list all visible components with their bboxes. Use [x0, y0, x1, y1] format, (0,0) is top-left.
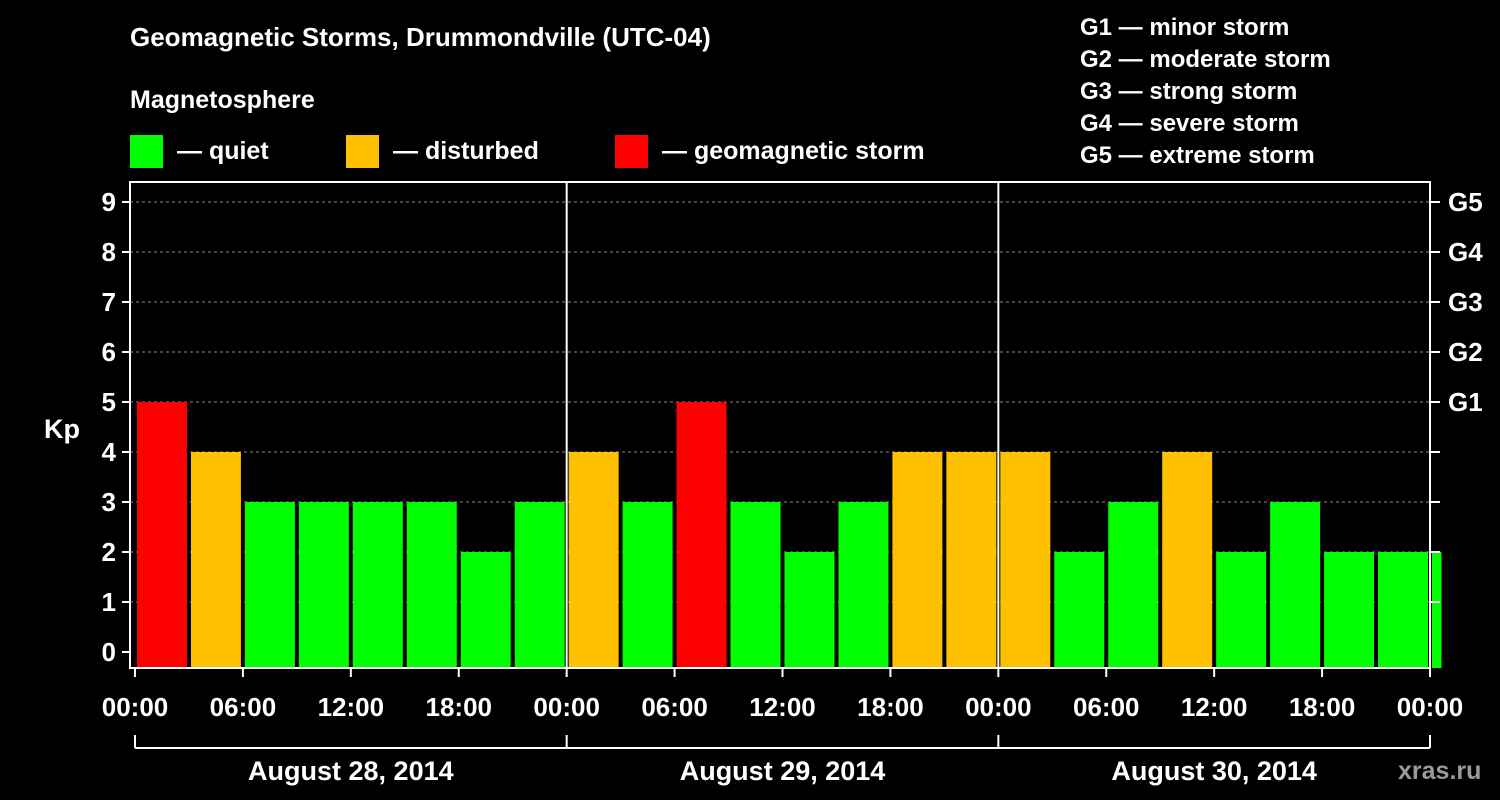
x-tick-label-7: 18:00 [857, 692, 924, 722]
x-tick-label-6: 12:00 [749, 692, 816, 722]
kp-bar-24 [1432, 552, 1442, 668]
legend-item-disturbed: — disturbed [346, 134, 539, 168]
y-tick-label-2: 2 [102, 537, 116, 567]
legend-item-quiet: — quiet [130, 134, 269, 168]
kp-bar-1 [190, 452, 241, 668]
kp-bar-2 [244, 502, 295, 668]
x-tick-label-10: 12:00 [1181, 692, 1248, 722]
y-axis-label: Kp [44, 414, 80, 444]
scale-g1: G1 — minor storm [1080, 14, 1290, 41]
y-tick-label-5: 5 [102, 387, 116, 417]
storm-level-label-g5: G5 [1448, 187, 1483, 217]
legend-title: Magnetosphere [130, 86, 315, 114]
x-tick-label-1: 06:00 [210, 692, 277, 722]
y-tick-label-0: 0 [102, 637, 116, 667]
legend-swatch-disturbed [346, 134, 379, 168]
x-tick-label-2: 12:00 [318, 692, 385, 722]
kp-bar-19 [1162, 452, 1213, 668]
y-tick-label-4: 4 [102, 437, 117, 467]
kp-bar-11 [730, 502, 781, 668]
legend-swatch-storm [615, 134, 648, 168]
kp-bar-8 [568, 452, 619, 668]
kp-bar-6 [460, 552, 511, 668]
y-tick-label-1: 1 [102, 587, 116, 617]
storm-level-label-g2: G2 [1448, 337, 1483, 367]
storm-level-label-g1: G1 [1448, 387, 1483, 417]
kp-bar-21 [1270, 502, 1321, 668]
x-tick-label-9: 06:00 [1073, 692, 1140, 722]
scale-g4: G4 — severe storm [1080, 110, 1299, 137]
watermark: xras.ru [1398, 757, 1482, 785]
kp-bar-20 [1216, 552, 1267, 668]
legend-item-storm: — geomagnetic storm [615, 134, 925, 168]
kp-bar-13 [838, 502, 889, 668]
kp-bar-9 [622, 502, 673, 668]
x-tick-label-11: 18:00 [1289, 692, 1356, 722]
y-tick-label-7: 7 [102, 287, 116, 317]
y-tick-label-9: 9 [102, 187, 116, 217]
kp-bar-10 [676, 402, 727, 668]
storm-level-label-g4: G4 [1448, 237, 1483, 267]
chart-title: Geomagnetic Storms, Drummondville (UTC-0… [130, 22, 711, 52]
day-label-1: August 29, 2014 [680, 756, 886, 786]
kp-bar-16 [1000, 452, 1051, 668]
scale-g2: G2 — moderate storm [1080, 46, 1331, 73]
storm-level-label-g3: G3 [1448, 287, 1483, 317]
kp-bar-0 [137, 402, 187, 668]
plot-frame [129, 181, 1431, 669]
x-tick-label-8: 00:00 [965, 692, 1032, 722]
kp-bar-15 [946, 452, 997, 668]
chart-axes: 0 1 2 3 4 5 6 7 8 9 G1 G2 G3 G4 G5 00:00 06:00 12:00 18:00… [102, 181, 1483, 786]
kp-bar-12 [784, 552, 835, 668]
legend-swatch-quiet [130, 134, 163, 168]
day-label-2: August 30, 2014 [1111, 756, 1317, 786]
x-tick-label-12: 00:00 [1397, 692, 1464, 722]
kp-bar-23 [1378, 552, 1428, 668]
y-tick-label-6: 6 [102, 337, 116, 367]
x-tick-label-3: 18:00 [426, 692, 493, 722]
day-label-0: August 28, 2014 [248, 756, 454, 786]
kp-bar-5 [406, 502, 457, 668]
kp-bar-14 [892, 452, 943, 668]
kp-bar-17 [1054, 552, 1105, 668]
kp-bars [137, 402, 1442, 668]
kp-bar-7 [514, 502, 565, 668]
kp-bar-18 [1108, 502, 1159, 668]
scale-g5: G5 — extreme storm [1080, 142, 1315, 169]
scale-g3: G3 — strong storm [1080, 78, 1298, 105]
legend-label-storm: — geomagnetic storm [662, 136, 925, 165]
kp-bar-4 [352, 502, 403, 668]
x-tick-label-0: 00:00 [102, 692, 169, 722]
legend-label-quiet: — quiet [177, 136, 269, 165]
y-tick-label-8: 8 [102, 237, 116, 267]
legend-label-disturbed: — disturbed [393, 136, 539, 165]
kp-bar-22 [1324, 552, 1375, 668]
kp-bar-3 [298, 502, 349, 668]
x-tick-label-5: 06:00 [641, 692, 708, 722]
y-tick-label-3: 3 [102, 487, 116, 517]
x-tick-label-4: 00:00 [533, 692, 600, 722]
